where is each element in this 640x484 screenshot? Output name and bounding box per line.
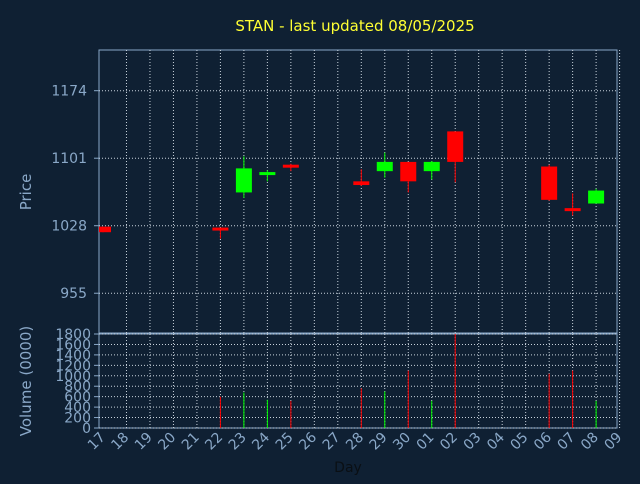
price-tick-label: 1101: [51, 151, 87, 167]
x-tick-label: 25: [273, 430, 297, 454]
candle: [423, 160, 440, 180]
x-tick-label: 06: [531, 429, 555, 453]
x-tick-label: 24: [249, 429, 273, 453]
candle-body: [212, 227, 229, 231]
volume-tick-label: 200: [64, 411, 91, 427]
price-axis-label: Price: [17, 174, 35, 211]
volume-tick-label: 400: [64, 400, 91, 416]
candle-body: [423, 161, 440, 172]
price-tick-label: 1028: [51, 219, 87, 235]
price-tick-label: 1174: [51, 84, 87, 100]
x-tick-label: 26: [296, 429, 320, 453]
candle: [400, 161, 417, 193]
x-axis-label: Day: [334, 460, 362, 476]
candle: [376, 152, 393, 178]
x-tick-label: 02: [437, 430, 461, 454]
x-tick-label: 07: [555, 430, 579, 454]
candle-body: [376, 161, 393, 172]
candle-body: [99, 226, 111, 233]
chart-title: STAN - last updated 08/05/2025: [235, 17, 474, 35]
volume-tick-label: 0: [82, 421, 91, 437]
x-tick-label: 19: [132, 430, 156, 454]
x-tick-label: 18: [108, 430, 132, 454]
x-tick-label: 27: [320, 430, 344, 454]
candle-body: [282, 164, 299, 168]
volume-axis-label: Volume (0000): [17, 326, 35, 436]
volume-plot-frame: [98, 333, 618, 429]
candle: [541, 164, 558, 201]
candle: [447, 131, 464, 183]
x-tick-label: 29: [367, 430, 391, 454]
volume-tick-label: 1800: [55, 327, 91, 343]
candle-body: [353, 181, 370, 186]
candle-body: [259, 172, 276, 176]
candle-body: [564, 208, 581, 212]
candle-body: [541, 166, 558, 200]
x-tick-label: 20: [155, 430, 179, 454]
candle: [282, 163, 299, 172]
x-tick-label: 04: [484, 429, 508, 453]
candle-body: [235, 168, 252, 193]
x-tick-label: 22: [202, 430, 226, 454]
candle-body: [447, 131, 464, 162]
x-tick-label: 05: [508, 430, 532, 454]
x-tick-label: 28: [343, 430, 367, 454]
candle: [564, 193, 581, 216]
x-tick-label: 08: [578, 430, 602, 454]
x-tick-label: 30: [390, 430, 414, 454]
volume-tick-label: 1400: [55, 348, 91, 364]
price-tick-label: 955: [60, 286, 87, 302]
price-panel: 955 1028 1101 1174: [51, 49, 621, 334]
volume-tick-label: 600: [64, 390, 91, 406]
x-tick-label: 23: [226, 430, 250, 454]
volume-tick-label: 1000: [55, 369, 91, 385]
price-plot-frame: [98, 49, 618, 334]
candle: [99, 226, 111, 233]
candle-body: [588, 190, 605, 204]
volume-tick-label: 1200: [55, 358, 91, 374]
candle: [588, 188, 605, 204]
candle: [212, 227, 229, 239]
volume-tick-label: 1600: [55, 337, 91, 353]
candle-body: [400, 161, 417, 182]
x-tick-labels: 17 18 19 20 21 22 23 24 25 26 27 28 29 30 01 02 03 04 05 06…: [85, 429, 626, 453]
x-tick-label: 21: [179, 430, 203, 454]
candle: [259, 170, 276, 182]
x-tick-label: 03: [461, 430, 485, 454]
candle: [353, 169, 370, 186]
candle: [235, 156, 252, 198]
volume-tick-label: 800: [64, 379, 91, 395]
x-tick-label: 01: [414, 430, 438, 454]
x-tick-label: 09: [601, 430, 625, 454]
